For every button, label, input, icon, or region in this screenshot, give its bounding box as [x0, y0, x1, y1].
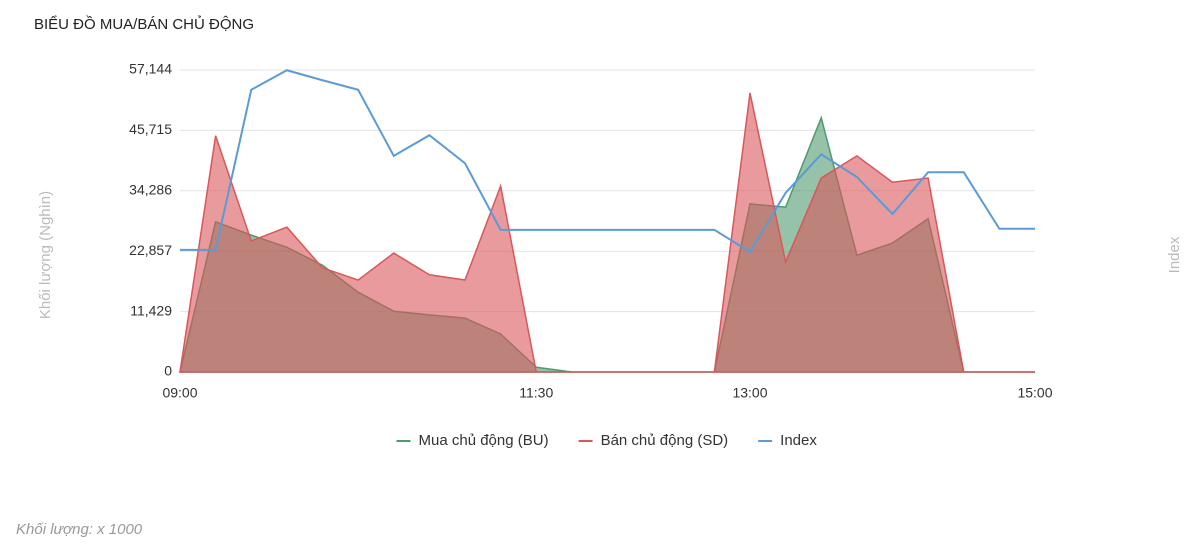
chart-title: BIỂU ĐỒ MUA/BÁN CHỦ ĐỘNG: [34, 15, 254, 33]
footnote: Khối lượng: x 1000: [16, 521, 143, 538]
x-tick-label: 09:00: [162, 385, 197, 401]
y-tick-label: 45,715: [129, 121, 172, 137]
legend-label: Bán chủ động (SD): [601, 432, 729, 449]
y-tick-label: 57,144: [129, 61, 172, 77]
area: [179, 92, 1035, 373]
y-tick-label: 0: [164, 363, 172, 379]
legend-label: Index: [780, 432, 817, 449]
y-axis-label: Khối lượng (Nghìn): [37, 191, 54, 319]
legend-label: Mua chủ động (BU): [419, 432, 549, 449]
x-tick-label: 13:00: [732, 385, 767, 401]
x-tick-label: 11:30: [519, 385, 553, 401]
x-tick-label: 15:00: [1017, 385, 1052, 401]
y-tick-label: 34,286: [129, 182, 172, 198]
y-tick-label: 22,857: [129, 242, 172, 258]
index-line: [180, 69, 1035, 254]
y2-axis-label: Index: [1166, 236, 1183, 273]
y-tick-label: 11,429: [130, 302, 172, 318]
